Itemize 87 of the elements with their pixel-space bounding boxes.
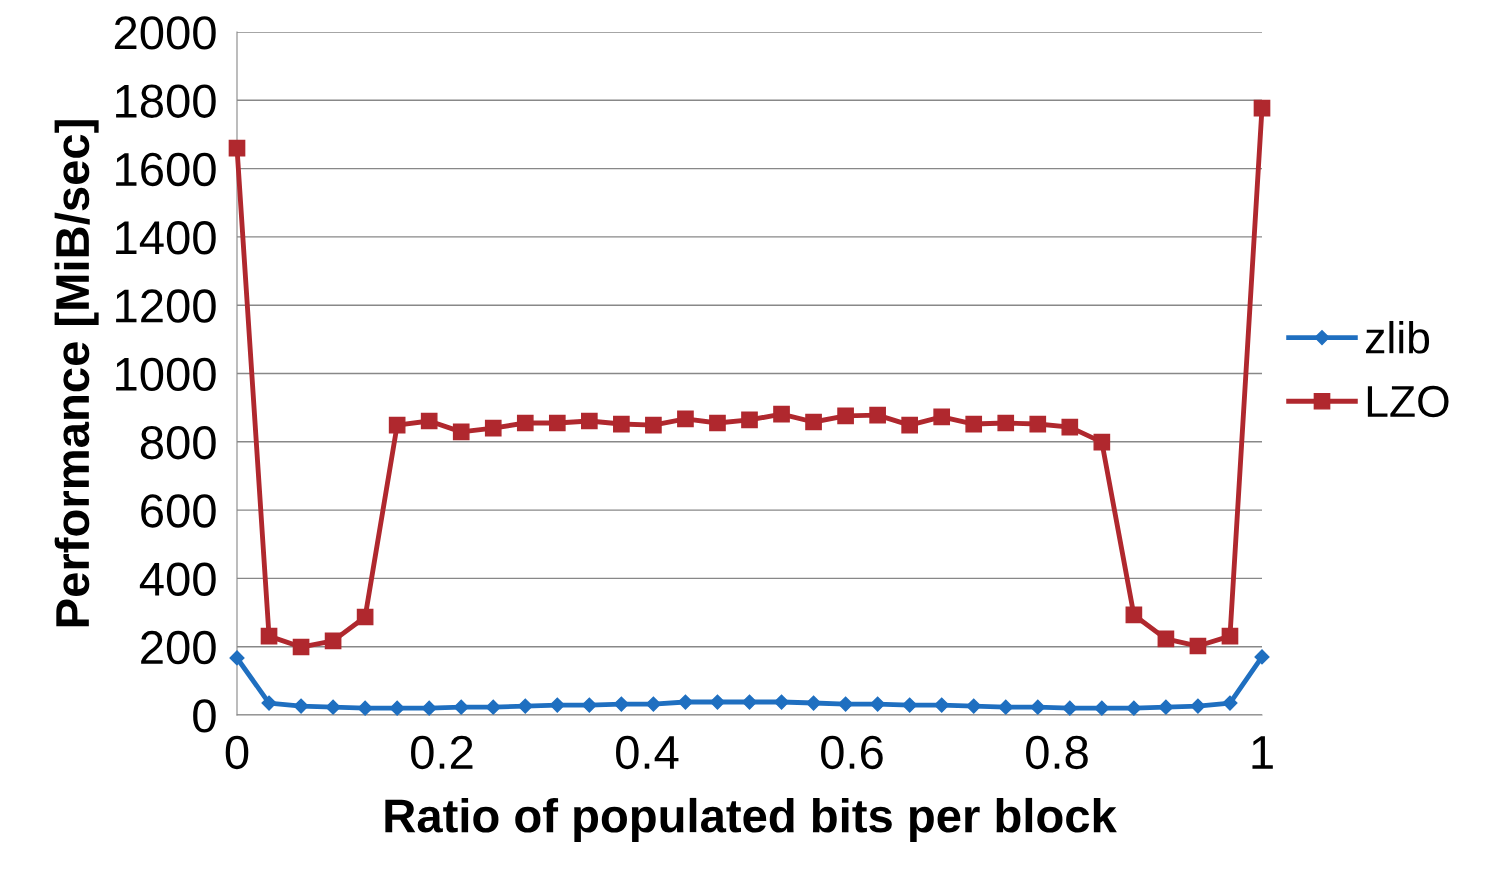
point bbox=[1221, 627, 1239, 645]
point bbox=[1062, 700, 1078, 716]
point bbox=[613, 415, 630, 433]
point bbox=[356, 608, 374, 626]
point bbox=[261, 695, 277, 711]
point bbox=[709, 414, 726, 432]
point bbox=[998, 699, 1014, 715]
point bbox=[645, 696, 661, 712]
point bbox=[581, 412, 598, 430]
point bbox=[1157, 630, 1175, 648]
point bbox=[837, 407, 854, 425]
point bbox=[324, 632, 342, 650]
point bbox=[677, 694, 694, 710]
point bbox=[1094, 700, 1110, 716]
x-tick-label: 0.8 bbox=[1026, 735, 1088, 770]
point bbox=[293, 698, 309, 714]
point bbox=[741, 694, 758, 710]
point bbox=[709, 694, 726, 710]
point bbox=[805, 695, 822, 711]
y-tick-label: 400 bbox=[139, 562, 216, 596]
point bbox=[453, 699, 469, 715]
legend-label: zlib bbox=[1366, 320, 1430, 354]
point bbox=[869, 406, 886, 424]
point bbox=[934, 697, 950, 713]
point bbox=[773, 694, 790, 710]
x-tick-label: 0.6 bbox=[821, 735, 883, 770]
point bbox=[773, 405, 790, 423]
point bbox=[741, 411, 758, 429]
point bbox=[1189, 637, 1207, 655]
y-tick-label: 600 bbox=[141, 494, 216, 528]
point bbox=[421, 700, 437, 716]
point bbox=[549, 697, 565, 713]
point bbox=[388, 416, 406, 434]
point bbox=[966, 698, 982, 714]
y-axis-title: Performance [MiB/sec] bbox=[54, 120, 99, 627]
point bbox=[516, 414, 534, 432]
x-tick-label: 0 bbox=[225, 735, 249, 770]
y-tick-label: 1400 bbox=[116, 221, 216, 255]
point bbox=[548, 414, 566, 432]
y-tick-label: 200 bbox=[141, 630, 216, 665]
point bbox=[229, 650, 245, 666]
point bbox=[389, 700, 405, 716]
point bbox=[1158, 699, 1174, 715]
point bbox=[485, 699, 501, 715]
y-tick-label: 2000 bbox=[114, 16, 216, 50]
point bbox=[1254, 649, 1270, 665]
x-tick-label: 0.4 bbox=[616, 735, 679, 770]
point bbox=[838, 696, 854, 712]
point bbox=[805, 413, 822, 431]
point bbox=[581, 697, 597, 713]
legend-label: LZO bbox=[1367, 385, 1449, 418]
point bbox=[260, 627, 278, 645]
point bbox=[901, 416, 918, 434]
point bbox=[1029, 415, 1047, 433]
point bbox=[902, 697, 918, 713]
y-tick-label: 0 bbox=[193, 699, 216, 733]
point bbox=[292, 638, 310, 656]
point bbox=[1126, 700, 1142, 716]
point bbox=[357, 700, 373, 716]
y-tick-label: 1200 bbox=[116, 289, 216, 323]
x-tick-label: 0.2 bbox=[411, 735, 473, 770]
point bbox=[517, 698, 533, 714]
point bbox=[965, 415, 983, 433]
y-tick-label: 1000 bbox=[116, 357, 216, 392]
point bbox=[613, 696, 629, 712]
point bbox=[1125, 606, 1143, 624]
point bbox=[997, 414, 1015, 432]
point bbox=[452, 423, 470, 441]
y-tick-label: 1600 bbox=[116, 152, 216, 187]
point bbox=[1030, 699, 1046, 715]
point bbox=[933, 408, 951, 426]
y-tick-label: 1800 bbox=[116, 84, 216, 118]
x-tick-label: 1 bbox=[1252, 736, 1273, 769]
point bbox=[228, 139, 246, 157]
point bbox=[420, 412, 438, 430]
point bbox=[484, 419, 502, 437]
point bbox=[1190, 698, 1206, 714]
point bbox=[645, 416, 662, 434]
point bbox=[1253, 99, 1271, 117]
point bbox=[1093, 433, 1111, 451]
point bbox=[870, 696, 886, 712]
point bbox=[1222, 695, 1238, 711]
y-tick-label: 800 bbox=[140, 425, 216, 460]
point bbox=[325, 699, 341, 715]
point bbox=[677, 410, 694, 428]
point bbox=[1061, 418, 1079, 436]
x-axis-title: Ratio of populated bits per block bbox=[385, 797, 1117, 842]
